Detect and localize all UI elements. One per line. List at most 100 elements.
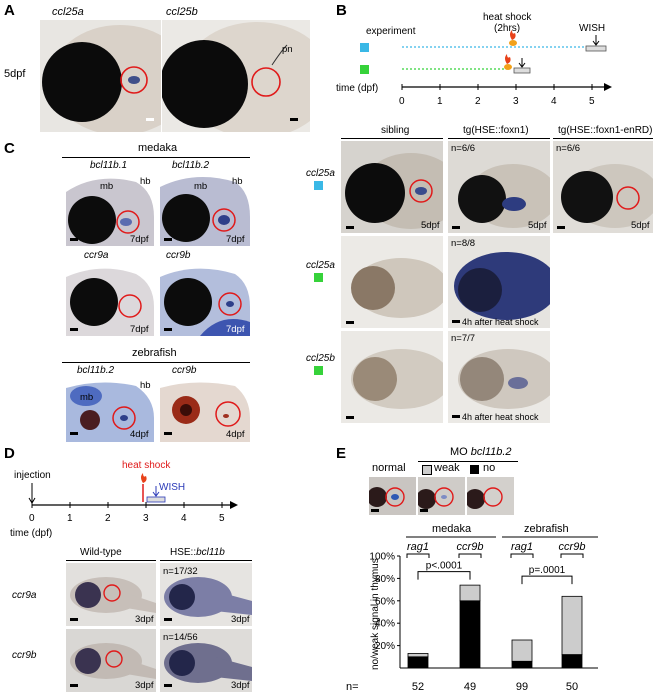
- timeline-d: injection heat shock WISH 0 1 2 3 4 5 time (d…: [10, 460, 238, 539]
- d-col-rule-2: [160, 560, 252, 561]
- b-col-foxn1-text: tg(HSE::foxn1): [463, 125, 529, 136]
- c-img2-gene: bcl11b.2: [172, 160, 210, 171]
- photo-c3: [66, 262, 154, 336]
- timeline-b: experiment heat shock (2hrs) WISH 0 1 2 3 4 5…: [336, 12, 612, 107]
- c1-mb: mb: [100, 181, 114, 192]
- e-legend-weak: weak: [434, 462, 460, 474]
- tl-d-tick-label: 5: [219, 513, 225, 524]
- photo-c2: [160, 172, 250, 246]
- b-r2-note: 4h after heat shock: [462, 317, 539, 327]
- tl-b-tick-label: 5: [589, 96, 595, 107]
- photo-b-r3-sibling: [341, 331, 443, 423]
- b-col-rule-2: [448, 138, 550, 139]
- c5-mb: mb: [80, 392, 94, 403]
- photo-e-normal: [369, 477, 416, 515]
- e-bar-no: [511, 660, 533, 669]
- b-r1-sibling-stage: 5dpf: [421, 220, 440, 231]
- e-category-label: ccr9b: [559, 541, 586, 553]
- e-legend-no: no: [483, 462, 496, 474]
- b-r3-note: 4h after heat shock: [462, 412, 539, 422]
- photo-b-r1-sibling: [341, 141, 443, 233]
- d-r2-wt-stage: 3dpf: [135, 680, 154, 691]
- e-pval-bracket: [521, 575, 573, 585]
- scalebar-e2: [420, 509, 428, 512]
- timeline-b-time-label: time (dpf): [336, 83, 378, 94]
- d-row1-gene: ccr9a: [12, 590, 37, 601]
- e-legend-weak-swatch: [422, 465, 432, 475]
- d-r1-wt-stage: 3dpf: [135, 614, 154, 625]
- timeline-b-heatshock: heat shock: [483, 12, 532, 23]
- e-n-label: n=: [346, 681, 359, 693]
- timeline-b-experiment: experiment: [366, 26, 416, 37]
- b-row3-square: [314, 366, 323, 375]
- scalebar-b5: [452, 320, 460, 323]
- d-row2-gene: ccr9b: [12, 650, 37, 661]
- e-category-bracket: [510, 553, 534, 558]
- e-mo-gene: bcl11b.2: [470, 446, 512, 458]
- e-n-value: 50: [566, 681, 578, 693]
- photo-d-r1-hse: [160, 563, 252, 626]
- b-col-foxn1: tg(HSE::foxn1): [463, 125, 529, 136]
- e-y-tick-label: 80%: [375, 574, 395, 585]
- c-img1-gene: bcl11b.1: [90, 160, 128, 171]
- d-r1-hse-n: n=17/32: [163, 566, 198, 577]
- b-r1-enrd-n: n=6/6: [556, 143, 581, 154]
- c2-mb: mb: [194, 181, 208, 192]
- c5-hb: hb: [140, 380, 151, 391]
- panel-letter-b: B: [336, 2, 347, 19]
- tl-b-tick-label: 0: [399, 96, 405, 107]
- tl-d-tick-label: 2: [105, 513, 111, 524]
- d-col-hse: HSE::bcl11b: [170, 547, 225, 558]
- timeline-d-wish: WISH: [159, 482, 185, 493]
- tl-b-tick-label: 3: [513, 96, 519, 107]
- e-n-value: 49: [464, 681, 476, 693]
- c-img6-gene: ccr9b: [172, 365, 197, 376]
- panel-letter-e: E: [336, 445, 347, 462]
- e-y-tick-label: 40%: [375, 619, 395, 630]
- b-row2-gene: ccl25a: [306, 260, 335, 271]
- c-img5-gene: bcl11b.2: [77, 365, 115, 376]
- photo-b-r1-foxn1: [448, 141, 550, 233]
- e-normal: normal: [372, 462, 406, 474]
- b-r1-foxn1-n: n=6/6: [451, 143, 476, 154]
- e-bar-weak: [407, 653, 429, 658]
- scalebar-b2: [452, 226, 460, 229]
- c-img3-gene: ccr9a: [84, 250, 109, 261]
- scalebar-c6: [164, 432, 172, 435]
- scalebar-b1: [346, 226, 354, 229]
- b-col-enrd: tg(HSE::foxn1-enRD): [558, 125, 652, 136]
- e-group-zebrafish: zebrafish: [524, 523, 569, 535]
- scalebar-e1: [371, 509, 379, 512]
- d-col-wt: Wild-type: [80, 547, 122, 558]
- d-r2-hse-stage: 3dpf: [231, 680, 250, 691]
- e-bar-no: [407, 656, 429, 669]
- tl-d-tick-label: 4: [181, 513, 187, 524]
- timeline-d-time-label: time (dpf): [10, 528, 52, 539]
- c-zebrafish: zebrafish: [132, 347, 177, 359]
- panel-letter-d: D: [4, 445, 15, 462]
- panel-a-label-left: ccl25a: [52, 6, 84, 18]
- panel-letter-a: A: [4, 2, 15, 19]
- e-bar-no: [561, 654, 583, 669]
- tl-d-tick-label: 3: [143, 513, 149, 524]
- scalebar-c2: [164, 238, 172, 241]
- b-row1-gene: ccl25a: [306, 168, 335, 179]
- c5-stage: 4dpf: [130, 429, 149, 440]
- b-r1-foxn1-stage: 5dpf: [528, 220, 547, 231]
- b-col-rule-3: [553, 138, 653, 139]
- e-category-label: ccr9b: [457, 541, 484, 553]
- panel-a-stage: 5dpf: [4, 68, 26, 80]
- tl-b-tick-label: 2: [475, 96, 481, 107]
- scalebar-c1: [70, 238, 78, 241]
- e-bar-weak: [561, 595, 583, 655]
- tl-b-tick-label: 4: [551, 96, 557, 107]
- e-y-tick-label: 60%: [375, 596, 395, 607]
- d-col-hse-gene: bcl11b: [196, 547, 225, 558]
- e-pval-label: p=.0001: [529, 565, 566, 576]
- scalebar-a1: [146, 118, 154, 121]
- e-category-bracket: [406, 553, 430, 558]
- scalebar-d3: [70, 684, 78, 687]
- photo-a-ccl25b: [162, 20, 310, 132]
- scalebar-a2: [290, 118, 298, 121]
- timeline-b-heatshock-sub: (2hrs): [494, 23, 520, 34]
